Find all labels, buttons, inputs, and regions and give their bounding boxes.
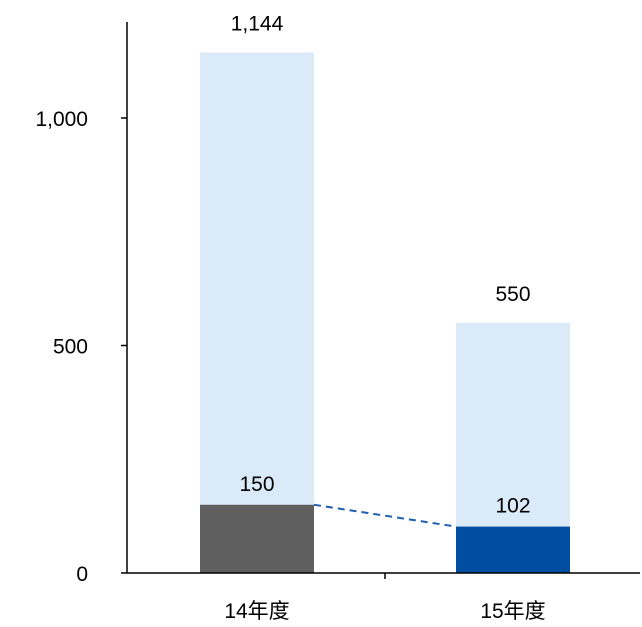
y-tick-label: 1,000 xyxy=(35,108,88,131)
axes-layer xyxy=(126,22,640,574)
data-label-total: 550 xyxy=(495,283,530,306)
bar-total xyxy=(200,52,314,574)
y-tick-label: 0 xyxy=(76,563,88,586)
data-label-segment: 102 xyxy=(495,495,530,518)
x-category-label: 15年度 xyxy=(480,600,545,623)
y-tick-label: 500 xyxy=(53,336,88,359)
bar-segment xyxy=(200,504,314,573)
y-axis-ticks: 0 500 1,000 xyxy=(35,108,386,586)
value-labels: 1,144 150 550 102 xyxy=(231,12,531,517)
data-label-total: 1,144 xyxy=(231,12,284,35)
connector-dashed-line xyxy=(313,503,457,528)
x-axis-labels: 14年度 15年度 xyxy=(224,600,545,623)
x-category-label: 14年度 xyxy=(224,600,289,623)
data-label-segment: 150 xyxy=(239,473,274,496)
connector-layer xyxy=(313,503,457,528)
bar-segment xyxy=(456,526,570,573)
bars-layer xyxy=(200,52,570,574)
